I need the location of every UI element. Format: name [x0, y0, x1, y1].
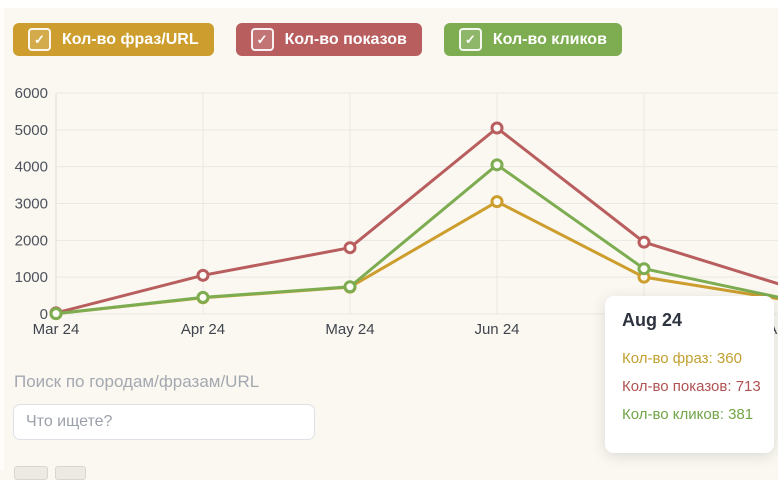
page-edge-left	[0, 0, 4, 470]
y-tick-label: 4000	[15, 159, 48, 176]
search-label: Поиск по городам/фразам/URL	[14, 372, 260, 391]
cutoff-button-1[interactable]	[14, 466, 48, 480]
search-input[interactable]	[13, 404, 315, 440]
tooltip-title: Aug 24	[622, 310, 683, 330]
y-tick-label: 3000	[15, 196, 48, 213]
tooltip-row-label: Кол-во фраз:	[622, 350, 713, 367]
data-point[interactable]	[490, 158, 504, 172]
data-point[interactable]	[637, 235, 651, 249]
legend-label: Кол-во кликов	[492, 30, 607, 48]
tooltip-row-label: Кол-во показов:	[622, 378, 732, 395]
data-point[interactable]	[196, 290, 210, 304]
tooltip-row-value: 381	[728, 406, 754, 423]
x-tick-label: May 24	[325, 321, 374, 338]
checkbox-checked-icon: ✓	[458, 28, 482, 51]
x-tick-label: Apr 24	[181, 321, 225, 338]
data-point[interactable]	[637, 262, 651, 276]
legend-toggle-2[interactable]: ✓ Кол-во кликов	[443, 23, 622, 56]
tooltip-row-value: 713	[735, 378, 761, 395]
cutoff-button-2[interactable]	[55, 466, 86, 480]
tooltip-row: Кол-во показов: 713	[622, 373, 762, 401]
y-tick-label: 1000	[15, 269, 48, 286]
y-tick-label: 2000	[15, 232, 48, 249]
checkbox-checked-icon: ✓	[28, 28, 51, 51]
legend-toggle-1[interactable]: ✓ Кол-во показов	[235, 23, 422, 56]
tooltip-row-label: Кол-во кликов:	[622, 406, 724, 423]
x-tick-label: Jun 24	[474, 321, 519, 338]
page-edge-top	[0, 0, 778, 8]
y-tick-label: 5000	[15, 122, 48, 139]
series-line-2	[54, 163, 778, 316]
x-tick-label: Mar 24	[33, 321, 80, 338]
chart-tooltip: Aug 24 Кол-во фраз: 360 Кол-во показов: 7…	[605, 296, 774, 453]
tooltip-row-value: 360	[716, 350, 742, 367]
legend-label: Кол-во фраз/URL	[62, 30, 199, 48]
y-tick-label: 6000	[15, 85, 48, 102]
legend-label: Кол-во показов	[284, 30, 407, 48]
tooltip-row: Кол-во кликов: 381	[622, 401, 762, 429]
data-point[interactable]	[490, 195, 504, 209]
data-point[interactable]	[343, 280, 357, 294]
checkbox-checked-icon: ✓	[250, 28, 274, 51]
legend-toggle-0[interactable]: ✓ Кол-во фраз/URL	[13, 23, 214, 56]
data-point[interactable]	[196, 268, 210, 282]
tooltip-row: Кол-во фраз: 360	[622, 345, 762, 373]
data-point[interactable]	[343, 241, 357, 255]
data-point[interactable]	[49, 307, 63, 321]
series-line-1	[54, 126, 778, 315]
y-tick-label: 0	[40, 306, 48, 323]
data-point[interactable]	[490, 121, 504, 135]
chart-legend: ✓ Кол-во фраз/URL ✓ Кол-во показов ✓ Кол-во к…	[13, 23, 622, 56]
line-chart[interactable]: 0 1000 2000 3000 4000 5000 6000 Mar 24 Apr 24 May…	[0, 85, 778, 345]
